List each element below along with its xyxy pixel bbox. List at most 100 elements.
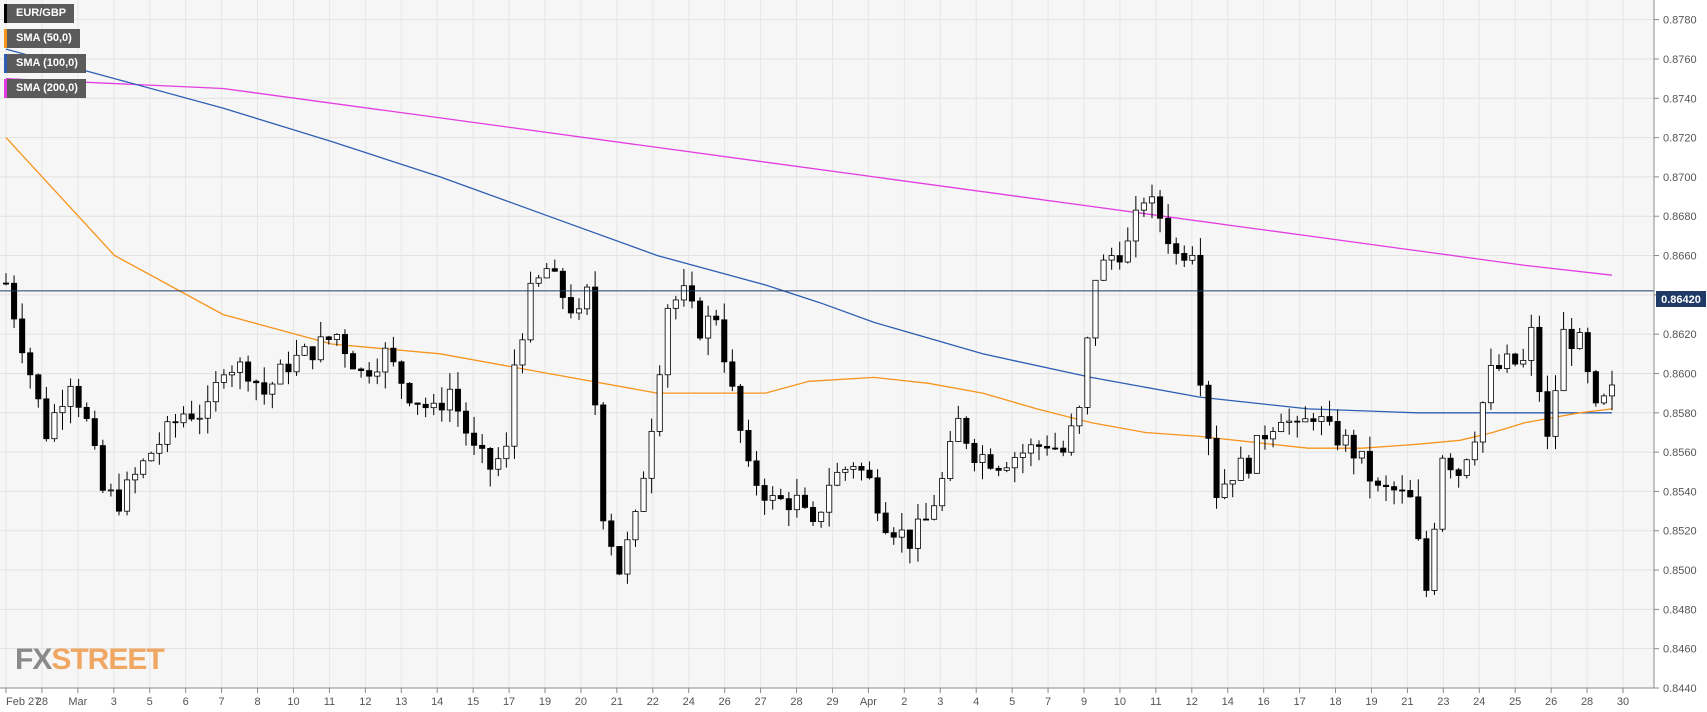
candle [850,462,857,479]
candle [1504,344,1511,373]
x-tick-label: 7 [1045,696,1051,708]
candle [1366,436,1373,499]
x-tick-label: 14 [431,696,443,708]
candle-body [91,418,98,446]
candle-body [140,460,147,475]
candle-body [212,381,219,403]
candle-body [358,368,365,371]
sma-200-line [5,77,1613,276]
candle [1173,237,1180,265]
candle-body [261,382,268,395]
candle [293,339,300,376]
candle [140,458,147,479]
candle [148,451,155,462]
candle [511,349,518,459]
legend-item-eurgbp[interactable]: EUR/GBP [4,4,75,23]
candle [680,268,687,307]
x-tick-label: 3 [111,696,117,708]
candle-body [1197,254,1204,386]
candle [19,303,26,364]
x-tick-label: 29 [826,696,838,708]
candle-body [1189,254,1196,261]
candle-body [527,282,534,341]
candle-body [688,285,696,302]
candle [220,369,227,389]
candle [592,271,599,415]
candle [91,410,98,450]
candle [608,513,615,556]
candle-body [301,346,308,356]
candle-body [1318,416,1325,422]
candle-body [1504,353,1511,369]
candle-body [156,443,163,454]
candle [713,309,720,326]
candle-body [697,300,704,339]
candle-body [931,505,938,520]
candle-body [196,417,203,420]
legend-item-sma100[interactable]: SMA (100,0) [4,54,86,73]
candle [454,372,461,427]
candle-body [616,546,623,575]
candle [616,545,623,576]
candle-body [632,511,639,541]
candle [1076,405,1083,434]
candle-body [1157,196,1164,219]
candle-body [398,361,405,384]
candle-body [519,339,526,366]
candle-body [592,286,599,406]
x-tick-label: 24 [683,696,695,708]
candle-body [1068,425,1075,453]
candle [1374,477,1381,492]
candle [753,451,760,496]
candle [487,447,494,487]
candle-body [906,529,913,549]
candle-body [656,374,663,432]
candle [914,504,921,562]
candle [1068,413,1075,456]
candle-body [269,383,276,395]
legend-swatch [4,54,7,73]
x-tick-label: 19 [1365,696,1377,708]
candle-body [600,404,607,522]
candle-body [874,477,881,514]
legend-item-sma200[interactable]: SMA (200,0) [4,79,86,98]
y-tick-label: 0.8460 [1663,644,1697,656]
candle-body [963,417,970,444]
candle-body [1568,328,1575,350]
candle-body [124,479,131,512]
candle [301,343,308,356]
y-tick-label: 0.8660 [1663,251,1697,263]
candle-body [414,402,421,405]
candle-body [1052,447,1059,450]
candle [333,333,340,346]
legend-item-sma50[interactable]: SMA (50,0) [4,29,80,48]
candle-body [914,518,921,549]
candle [1205,380,1212,456]
candle [906,529,913,564]
x-tick-label: 11 [324,696,335,708]
candle-body [438,402,445,411]
candle [43,386,50,442]
candle [325,335,332,345]
candle [99,439,106,494]
candle-body [277,363,284,385]
candle [1237,446,1244,481]
candle-body [1374,480,1381,486]
candle [115,473,123,516]
y-tick-label: 0.8580 [1663,408,1697,420]
x-tick-label: 5 [147,696,153,708]
candle [1052,432,1059,451]
legend-swatch [4,4,7,23]
candle [51,404,58,442]
candle-body [1237,457,1244,481]
candle-body [1407,490,1414,498]
y-tick-label: 0.8620 [1663,329,1697,341]
candle [253,379,260,401]
candle [632,509,639,547]
candle [1334,409,1341,451]
candle-body [382,347,389,373]
candle [269,381,276,409]
candle-body [1584,332,1591,373]
candle [277,359,284,385]
candle-body [115,489,123,512]
